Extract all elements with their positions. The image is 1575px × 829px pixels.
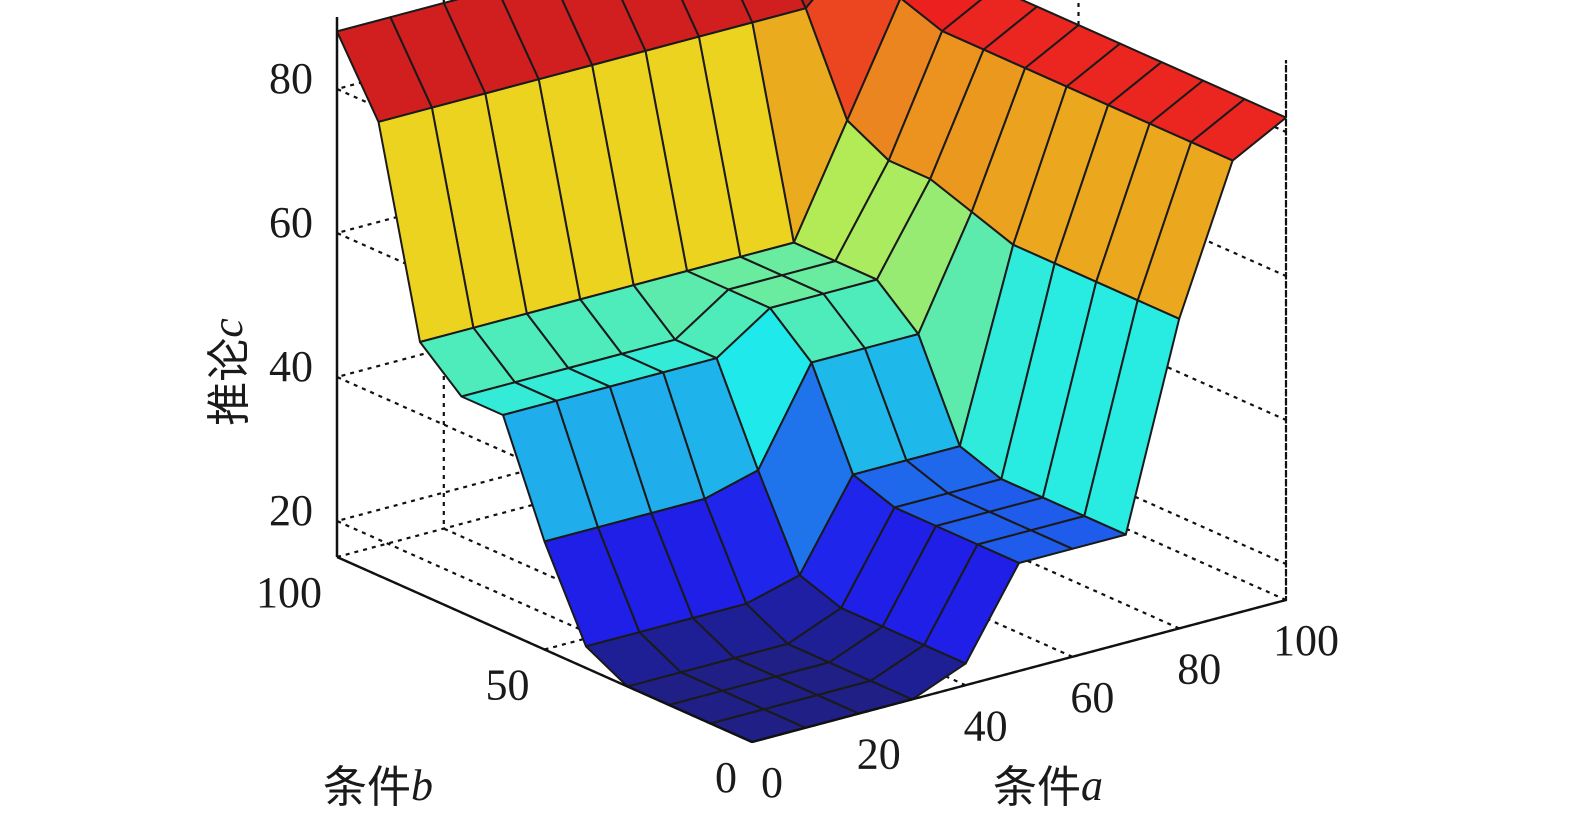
y-tick-label: 100 (256, 568, 322, 617)
x-tick-label: 40 (964, 701, 1008, 750)
x-tick-label: 20 (857, 730, 901, 779)
z-tick-label: 80 (269, 54, 313, 103)
surface (336, 0, 1287, 743)
z-tick-label: 40 (269, 342, 313, 391)
z-tick-label: 60 (269, 198, 313, 247)
y-tick-label: 0 (715, 753, 737, 802)
x-tick-label: 60 (1070, 673, 1114, 722)
y-tick-label: 50 (486, 661, 530, 710)
x-tick-label: 100 (1273, 616, 1339, 665)
axis-line (751, 598, 1287, 744)
y-axis-label: 条件b (323, 761, 433, 813)
axes (335, 17, 1287, 744)
axis-line (336, 555, 753, 744)
z-axis-label: 推论c (203, 318, 255, 426)
x-axis-label: 条件a (993, 761, 1103, 813)
x-tick-label: 80 (1177, 644, 1221, 693)
x-tick-label: 0 (761, 758, 783, 807)
z-tick-label: 20 (269, 486, 313, 535)
tick-labels: 20 40 60 80 0 20 40 60 80 100 0 50 100 (256, 54, 1339, 807)
